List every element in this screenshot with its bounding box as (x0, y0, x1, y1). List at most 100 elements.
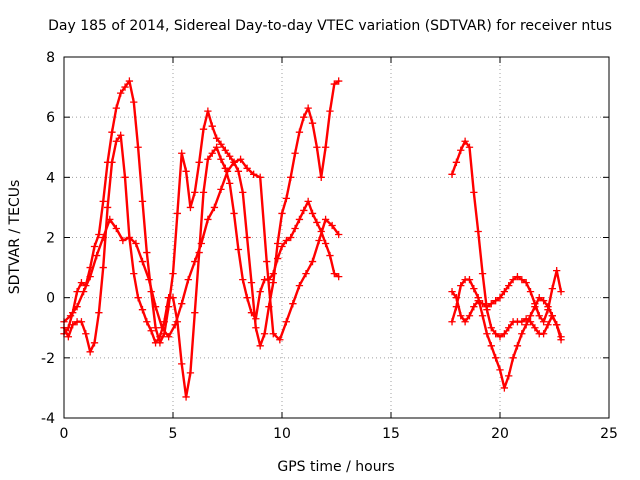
data-point (295, 281, 304, 290)
grid (64, 57, 609, 418)
data-point (212, 143, 221, 151)
data-point (457, 146, 465, 154)
data-point (86, 272, 94, 281)
data-point (184, 275, 192, 284)
data-point (474, 297, 482, 305)
data-point (335, 230, 343, 239)
data-point (112, 224, 120, 233)
data-point (130, 98, 138, 106)
data-point (99, 263, 107, 272)
data-point (208, 149, 216, 157)
data-point (496, 333, 504, 341)
data-point (197, 239, 205, 248)
y-axis-label: SDTVAR / TECUs (7, 180, 23, 295)
data-point (478, 269, 487, 278)
data-point (204, 107, 212, 115)
data-point (90, 242, 99, 251)
data-point (505, 324, 513, 332)
data-point (278, 209, 286, 218)
plot-area (60, 77, 565, 401)
data-point (509, 354, 517, 362)
data-point (313, 218, 321, 227)
x-tick-label: 5 (169, 426, 178, 442)
data-point (496, 294, 504, 302)
data-point (138, 197, 147, 206)
data-point (553, 321, 561, 329)
data-point (505, 281, 513, 290)
data-point (99, 197, 107, 206)
data-point (112, 137, 120, 145)
data-point (263, 257, 271, 266)
data-point (287, 173, 295, 181)
data-point (151, 339, 160, 347)
data-point (539, 297, 548, 305)
data-point (276, 336, 284, 344)
data-point (256, 342, 264, 350)
data-point (448, 288, 456, 296)
axes: 0 5 10 15 20 25 -4 -2 0 2 4 6 8 (41, 50, 618, 442)
data-point (108, 128, 116, 136)
data-point (289, 300, 297, 308)
data-point (186, 203, 195, 212)
data-point (121, 83, 129, 91)
data-point (250, 170, 258, 178)
data-point (143, 318, 151, 326)
data-point (509, 275, 517, 284)
data-point (273, 254, 282, 263)
data-point (243, 233, 251, 242)
data-point (191, 257, 199, 266)
data-point (226, 152, 234, 160)
data-point (77, 318, 86, 326)
data-point (513, 272, 522, 281)
data-point (282, 194, 291, 203)
data-point (308, 209, 317, 218)
data-point (195, 158, 203, 166)
data-point (548, 312, 556, 320)
data-point (478, 300, 487, 308)
data-point (465, 275, 474, 284)
series-2 (60, 131, 343, 401)
data-point (66, 312, 75, 320)
data-point (252, 315, 260, 323)
data-point (487, 300, 495, 308)
data-point (223, 167, 232, 175)
series-6 (448, 266, 565, 326)
data-point (138, 306, 147, 314)
data-point (239, 275, 247, 284)
data-point (448, 170, 456, 178)
data-point (73, 303, 81, 311)
data-point (204, 155, 212, 163)
data-point (452, 294, 461, 302)
data-point (151, 324, 160, 332)
data-point (234, 167, 243, 175)
data-point (335, 77, 343, 85)
data-point (138, 257, 147, 266)
data-point (182, 393, 190, 401)
data-point (535, 294, 543, 302)
data-point (125, 77, 134, 85)
data-point (106, 215, 114, 224)
data-point (548, 284, 556, 293)
data-point (269, 330, 277, 338)
data-point (531, 324, 539, 332)
data-point (221, 146, 229, 154)
y-tick-label: 4 (46, 170, 55, 186)
data-point (93, 251, 101, 260)
data-point (315, 236, 323, 245)
data-point (260, 330, 269, 338)
data-point (199, 188, 208, 197)
chart-title: Day 185 of 2014, Sidereal Day-to-day VTE… (48, 18, 612, 34)
data-point (178, 149, 186, 157)
data-point (64, 333, 73, 341)
data-point (330, 80, 338, 88)
data-point (478, 312, 487, 320)
data-point (321, 143, 330, 151)
data-point (86, 348, 94, 356)
data-point (169, 269, 177, 278)
data-point (321, 239, 330, 248)
data-point (474, 227, 482, 236)
data-point (465, 312, 474, 320)
data-point (186, 369, 195, 377)
series-line (62, 79, 340, 347)
data-point (156, 333, 164, 341)
